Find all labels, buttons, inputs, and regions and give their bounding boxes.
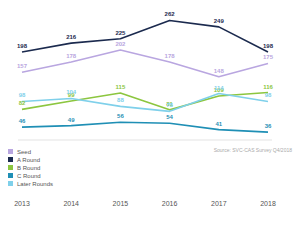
source-note: Source: SVC-CAS Survey Q4/2018 xyxy=(214,147,293,153)
series-line xyxy=(22,20,268,52)
data-label: 198 xyxy=(17,43,28,49)
data-label: 98 xyxy=(19,92,26,98)
data-label: 249 xyxy=(214,18,225,24)
x-tick-label: 2018 xyxy=(260,200,276,207)
data-label: 114 xyxy=(214,85,224,91)
series-line xyxy=(22,50,268,77)
data-label: 78 xyxy=(166,102,173,108)
legend-swatch xyxy=(8,157,13,162)
data-label: 148 xyxy=(214,68,225,74)
x-tick-label: 2017 xyxy=(211,200,227,207)
x-tick-label: 2015 xyxy=(113,200,129,207)
legend-label: A Round xyxy=(17,157,40,163)
data-labels: 1571782021781481751982162252622491988299… xyxy=(17,11,274,129)
data-label: 202 xyxy=(115,41,126,47)
data-label: 88 xyxy=(117,97,124,103)
data-label: 98 xyxy=(265,92,272,98)
x-tick-label: 2016 xyxy=(162,200,178,207)
data-label: 216 xyxy=(66,34,77,40)
data-label: 116 xyxy=(263,84,273,90)
x-axis xyxy=(18,140,272,141)
data-label: 175 xyxy=(263,54,274,60)
legend-label: Seed xyxy=(17,149,31,155)
legend: Seed A Round B Round C Round Later Rounds xyxy=(8,149,53,187)
legend-swatch xyxy=(8,181,13,186)
legend-label: Later Rounds xyxy=(17,181,53,187)
legend-swatch xyxy=(8,173,13,178)
data-label: 36 xyxy=(265,123,272,129)
data-label: 178 xyxy=(165,53,176,59)
data-label: 198 xyxy=(263,43,274,49)
series-line xyxy=(22,122,268,132)
data-label: 41 xyxy=(215,121,222,127)
x-tick-label: 2014 xyxy=(63,200,79,207)
data-label: 225 xyxy=(115,30,126,36)
data-label: 46 xyxy=(19,118,26,124)
x-tick-label: 2013 xyxy=(14,200,30,207)
data-label: 104 xyxy=(66,89,77,95)
data-label: 56 xyxy=(117,113,124,119)
data-label: 157 xyxy=(17,63,28,69)
legend-label: C Round xyxy=(17,173,41,179)
legend-swatch xyxy=(8,165,13,170)
series-line xyxy=(22,94,268,112)
legend-swatch xyxy=(8,149,13,154)
data-label: 178 xyxy=(66,53,77,59)
chart: 2013 2014 2015 2016 2017 2018 157 178 202 178 148 1… xyxy=(0,0,300,228)
data-label: 115 xyxy=(116,84,126,90)
data-label: 262 xyxy=(165,11,176,17)
legend-label: B Round xyxy=(17,165,40,171)
data-label: 49 xyxy=(68,117,75,123)
data-label: 82 xyxy=(19,100,26,106)
data-label: 54 xyxy=(166,114,173,120)
plot-area xyxy=(22,20,268,132)
